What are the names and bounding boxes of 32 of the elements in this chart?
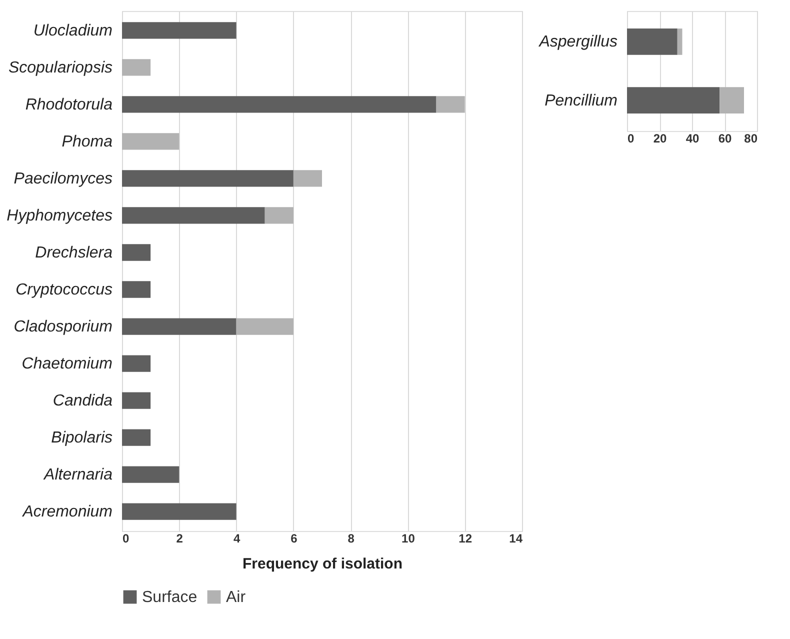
x-tick-label: 0: [122, 532, 130, 546]
y-tick-label: Phoma: [62, 133, 113, 150]
y-tick-label: Ulocladium: [33, 22, 112, 40]
legend-label: Surface: [142, 589, 198, 606]
y-tick-label: Paecilomyces: [14, 170, 112, 188]
y-tick-label: Cryptococcus: [16, 282, 112, 299]
x-tick-label: 10: [402, 532, 416, 546]
y-tick-label: Acremonium: [22, 504, 112, 521]
x-tick-label: 60: [718, 132, 732, 146]
x-tick-label: 8: [348, 532, 355, 546]
y-tick-label: Hyphomycetes: [6, 207, 112, 224]
x-tick-label: 2: [176, 532, 184, 546]
legend-label: Air: [226, 589, 246, 606]
y-tick-label: Candida: [52, 392, 113, 410]
y-tick-label: Bipolaris: [51, 430, 112, 447]
x-tick-label: 14: [509, 532, 523, 546]
y-tick-label: Cladosporium: [14, 318, 112, 336]
x-tick-label: 0: [628, 132, 634, 146]
y-tick-label: Rhodotorula: [25, 96, 113, 114]
y-tick-label: Scopulariopsis: [8, 59, 112, 76]
y-tick-label: Pencillium: [544, 92, 618, 110]
x-tick-label: 6: [290, 532, 298, 546]
x-axis-title: Frequency of isolation: [242, 556, 403, 572]
x-tick-label: 12: [458, 532, 472, 546]
y-tick-label: Drechslera: [35, 244, 113, 262]
x-tick-label: 20: [653, 132, 667, 146]
x-tick-label: 40: [686, 132, 700, 146]
y-tick-label: Chaetomium: [22, 356, 112, 373]
y-tick-label: Alternaria: [43, 466, 113, 484]
y-tick-label: Aspergillus: [538, 34, 618, 51]
x-tick-label: 4: [233, 532, 240, 546]
x-tick-label: 80: [744, 132, 758, 146]
